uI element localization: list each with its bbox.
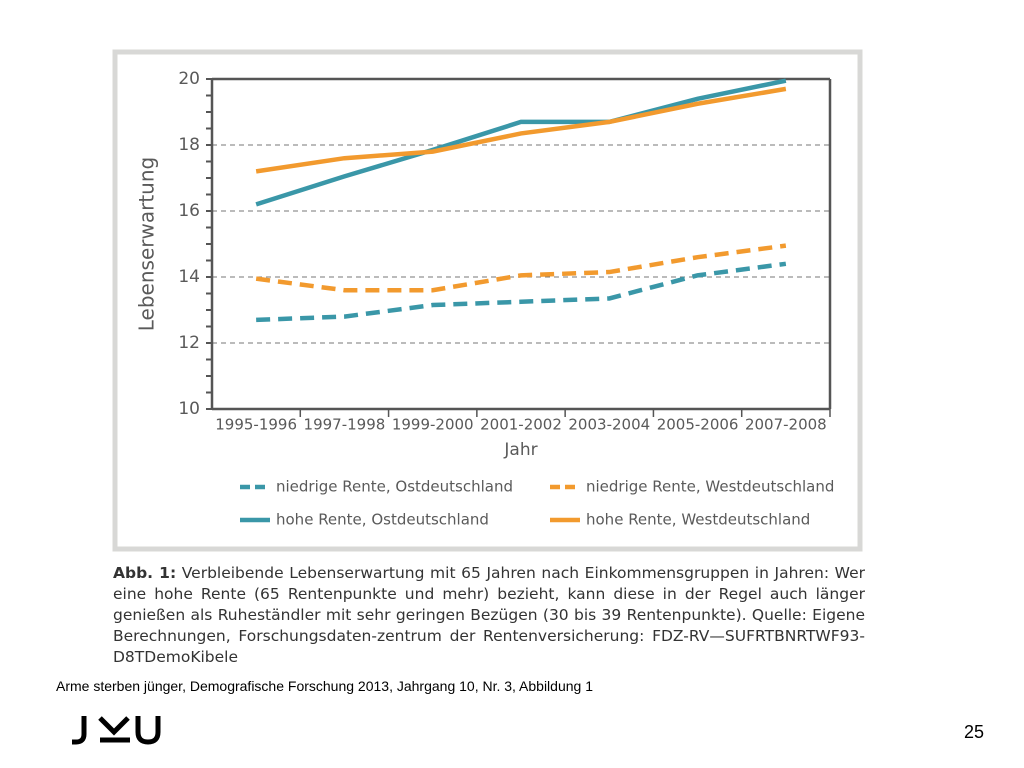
y-axis-label: Lebenserwartung xyxy=(135,157,159,331)
x-tick-label: 1997-1998 xyxy=(304,416,386,434)
x-tick-label: 2003-2004 xyxy=(568,416,650,434)
legend-label: niedrige Rente, Ostdeutschland xyxy=(276,478,513,496)
caption-label: Abb. 1: xyxy=(113,564,177,582)
caption-text: Verbleibende Lebenserwartung mit 65 Jahr… xyxy=(113,564,865,666)
y-tick-label: 14 xyxy=(178,267,200,287)
y-tick-label: 12 xyxy=(178,333,200,353)
x-tick-label: 2007-2008 xyxy=(745,416,827,434)
chart-frame xyxy=(112,49,863,552)
caption: Abb. 1: Verbleibende Lebenserwartung mit… xyxy=(113,563,865,668)
series-line xyxy=(255,78,787,207)
chart: Lebenserwartung Jahr 10 12 14 16 18 20 1995-19… xyxy=(112,49,863,552)
x-tick-label: 1995-1996 xyxy=(215,416,297,434)
series-line xyxy=(255,86,787,174)
x-tick-label: 2005-2006 xyxy=(657,416,739,434)
legend-label: hohe Rente, Ostdeutschland xyxy=(276,511,489,529)
legend-label: hohe Rente, Westdeutschland xyxy=(586,511,810,529)
legend-label: niedrige Rente, Westdeutschland xyxy=(586,478,834,496)
x-axis-label: Jahr xyxy=(503,440,537,460)
x-tick-label: 2001-2002 xyxy=(480,416,562,434)
y-tick-label: 10 xyxy=(178,399,200,419)
y-tick-label: 20 xyxy=(178,69,200,89)
series-line xyxy=(256,261,787,323)
x-tick-label: 1999-2000 xyxy=(392,416,474,434)
page-number: 25 xyxy=(964,722,985,742)
y-tick-label: 18 xyxy=(178,135,200,155)
source: Arme sterben jünger, Demografische Forsc… xyxy=(56,678,593,694)
y-tick-label: 16 xyxy=(178,201,200,221)
logo xyxy=(72,716,161,745)
series-line xyxy=(255,243,787,293)
